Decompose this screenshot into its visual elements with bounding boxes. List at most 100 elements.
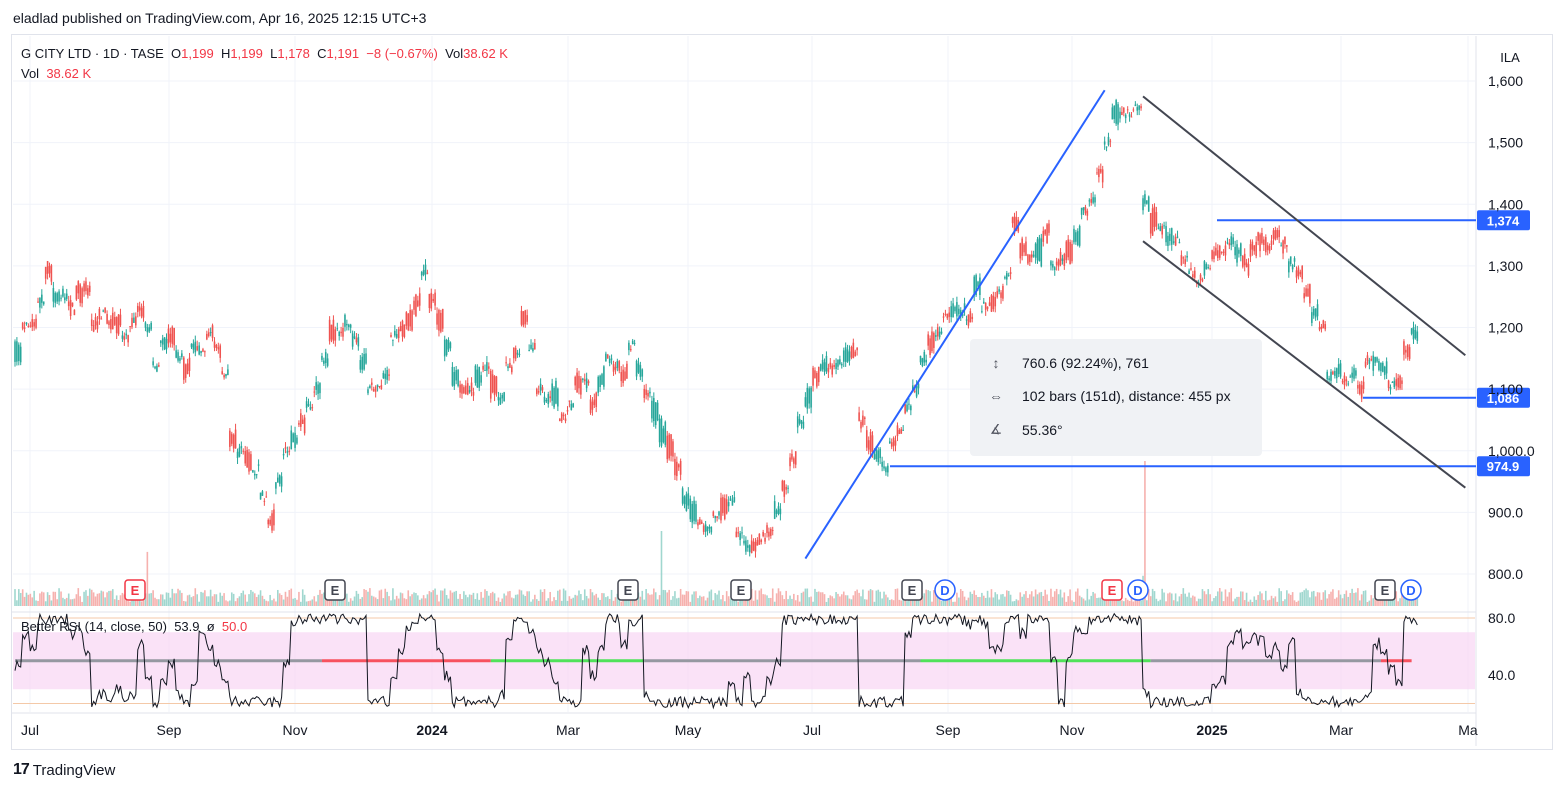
candle-body — [973, 276, 976, 296]
vol-value: 38.62 K — [463, 46, 508, 61]
candle-body — [384, 373, 387, 379]
volume-bar — [1209, 594, 1211, 606]
volume-bar — [140, 601, 143, 606]
candle-body — [305, 401, 308, 408]
candle-body — [921, 358, 924, 366]
volume-bar — [461, 599, 463, 606]
volume-bar — [386, 591, 388, 606]
candle-body — [65, 293, 68, 299]
volume-bar — [628, 597, 630, 606]
volume-bar — [559, 589, 561, 606]
candle-body — [468, 390, 471, 393]
candle-body — [1169, 233, 1171, 241]
candle-body — [227, 369, 229, 375]
volume-bar — [873, 601, 876, 606]
volume-bar — [1380, 597, 1382, 606]
volume-bar — [188, 594, 191, 606]
volume-bar — [927, 590, 929, 606]
candle-body — [1099, 169, 1102, 173]
volume-bar — [1023, 594, 1025, 606]
volume-bar — [1096, 597, 1098, 606]
volume-bar — [420, 598, 423, 606]
volume-bar — [1324, 590, 1327, 606]
candle-body — [1172, 241, 1175, 243]
candle-body — [334, 329, 337, 341]
volume-bar — [1343, 593, 1346, 606]
volume-bar — [376, 599, 379, 606]
candle-body — [1004, 276, 1006, 279]
candle-body — [209, 332, 212, 334]
currency-label[interactable]: ILA — [1500, 49, 1520, 65]
volume-bar — [1075, 591, 1077, 606]
candle-body — [432, 298, 434, 302]
volume-bar — [459, 593, 461, 606]
volume-bar — [582, 600, 584, 606]
candle-body — [664, 421, 667, 445]
candle-body — [614, 366, 617, 370]
candle-body — [1378, 361, 1380, 371]
volume-bar — [240, 593, 243, 606]
volume-bar — [369, 588, 371, 606]
volume-bar — [1280, 591, 1282, 606]
candle-body — [1265, 237, 1267, 253]
volume-bar — [560, 600, 563, 606]
candle-body — [541, 387, 544, 391]
tradingview-logo-icon[interactable]: 17 — [13, 761, 30, 778]
candle-body — [1257, 232, 1259, 241]
candle-body — [1215, 247, 1217, 256]
candle-body — [332, 319, 335, 341]
volume-bar — [555, 600, 557, 606]
volume-bar — [921, 596, 924, 606]
candle-body — [771, 529, 774, 532]
candle-body — [317, 384, 319, 394]
volume-bar — [317, 594, 319, 606]
candle-body — [234, 429, 237, 449]
candle-body — [766, 525, 768, 534]
candle-body — [386, 369, 388, 380]
candle-body — [1186, 255, 1188, 258]
candle-body — [503, 392, 505, 402]
volume-bar — [883, 591, 885, 606]
volume-bar — [156, 599, 158, 606]
candle-body — [1021, 238, 1023, 256]
candle-body — [1228, 243, 1231, 246]
candle-body — [1366, 355, 1369, 362]
footer-brand[interactable]: TradingView — [32, 761, 116, 779]
candle-body — [551, 383, 553, 401]
volume-bar — [852, 595, 855, 606]
volume-bar — [956, 592, 958, 606]
volume-bar — [23, 596, 26, 606]
volume-bar — [1257, 594, 1259, 606]
volume-bar — [940, 601, 943, 606]
volume-bar — [536, 599, 538, 606]
candle-body — [1224, 245, 1227, 256]
candle-body — [840, 363, 843, 366]
candle-body — [418, 293, 421, 306]
candle-body — [1094, 197, 1096, 203]
volume-bar — [31, 597, 34, 606]
volume-bar — [1013, 601, 1016, 606]
volume-bar — [1303, 590, 1305, 606]
volume-bar — [1226, 596, 1229, 606]
candle-body — [1146, 200, 1148, 204]
volume-bar — [219, 592, 222, 606]
candle-body — [1167, 235, 1169, 246]
candle-body — [422, 269, 425, 275]
rsi-name[interactable]: Better RSI (14, close, 50) — [21, 619, 167, 634]
candle-body — [1245, 262, 1248, 268]
volume-bar — [303, 594, 306, 606]
volume-bar — [931, 601, 933, 606]
close-label: C — [317, 46, 327, 61]
volume-bar — [541, 591, 544, 606]
candle-body — [685, 494, 688, 511]
volume-bar — [146, 551, 149, 606]
candle-body — [280, 476, 283, 487]
volume-bar — [1337, 590, 1340, 606]
candle-body — [691, 503, 693, 523]
volume-bar — [524, 596, 527, 606]
candle-body — [850, 347, 853, 358]
symbol-label[interactable]: G CITY LTD · 1D · TASE — [21, 46, 164, 61]
candle-body — [925, 359, 927, 363]
candle-body — [566, 410, 569, 412]
